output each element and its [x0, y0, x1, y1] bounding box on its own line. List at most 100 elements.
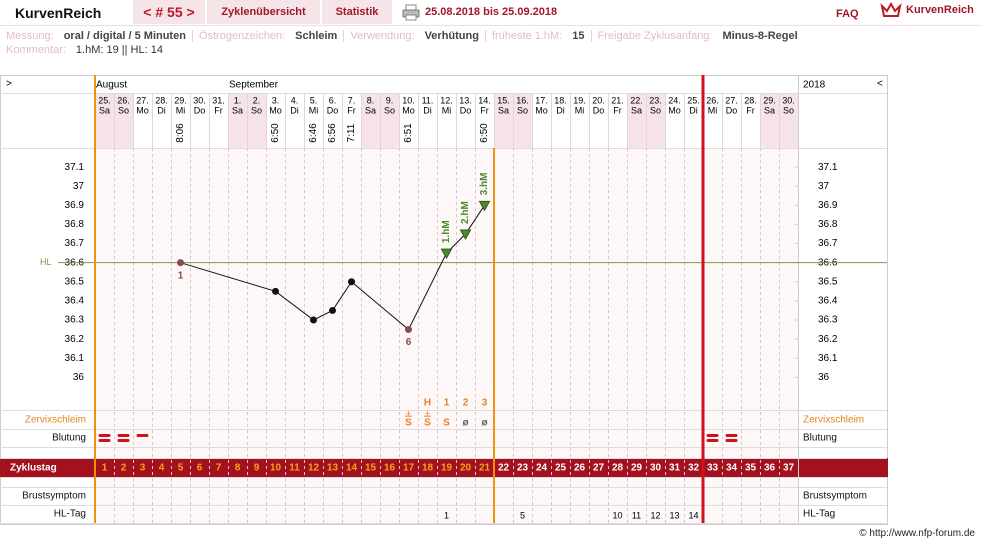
weekday: Di: [556, 105, 565, 115]
weekend-cell: [361, 93, 380, 148]
month: September: [229, 80, 279, 91]
cycle-day: 14: [346, 463, 358, 474]
temperature-point: [405, 326, 412, 334]
row-label-right: HL-Tag: [803, 509, 835, 520]
date: 6.: [329, 95, 337, 105]
cycle-day: 2: [121, 463, 127, 474]
weekday: Sa: [631, 105, 642, 115]
date-range: 25.08.2018 bis 25.09.2018: [425, 6, 558, 18]
cycle-day: 27: [593, 463, 605, 474]
y-tick-label: 36.1: [65, 353, 85, 364]
weekend-cell: [779, 93, 798, 148]
info-label: früheste 1.hM:: [491, 30, 563, 42]
time: 6:46: [308, 123, 319, 143]
time: 6:51: [403, 123, 414, 143]
weekday: So: [517, 105, 528, 115]
cycle-day: 13: [327, 463, 339, 474]
info-item: früheste 1.hM: 15: [484, 30, 591, 42]
weekend-cell: [114, 93, 133, 148]
date: 7.: [348, 95, 356, 105]
nav-left: >: [6, 79, 12, 90]
hm-label: 2.hM: [460, 201, 471, 224]
zervix-plus: +: [406, 408, 411, 418]
weekend-cell: [760, 93, 779, 148]
weekday: Mo: [136, 105, 149, 115]
point-label: 1: [178, 270, 184, 281]
cycle-day: 23: [517, 463, 529, 474]
cycle-day: 36: [764, 463, 776, 474]
temperature-point: [329, 306, 336, 314]
weekday: Sa: [498, 105, 509, 115]
date: 4.: [291, 95, 299, 105]
y-tick-label-right: 36.4: [818, 296, 838, 307]
print-icon[interactable]: [402, 4, 420, 21]
info-value: oral / digital / 5 Minuten: [63, 30, 186, 42]
logo[interactable]: KurvenReich: [15, 5, 102, 21]
hl-day: 1: [444, 510, 449, 520]
row-label-right: Zervixschleim: [803, 415, 864, 426]
cycle-day: 9: [254, 463, 260, 474]
info-label: Verwendung:: [350, 30, 415, 42]
cycle-day: 6: [197, 463, 203, 474]
date: 11.: [422, 95, 434, 105]
row-label: Zervixschleim: [25, 415, 86, 426]
zervix-value: S: [443, 418, 450, 429]
cycle-day: 30: [650, 463, 662, 474]
date: 13.: [459, 95, 472, 105]
weekday: Mo: [269, 105, 282, 115]
date: 10.: [402, 95, 415, 105]
info-item: Freigabe Zyklusanfang: Minus-8-Regel: [590, 30, 804, 42]
top-rule: [0, 25, 981, 26]
cycle-day: 11: [289, 463, 300, 474]
zervix-top: 1: [444, 398, 450, 409]
cycle-nav[interactable]: < # 55 >: [133, 0, 205, 24]
weekend-cell: [513, 93, 532, 148]
tab[interactable]: Statistik: [322, 0, 392, 24]
cycle-day: 7: [216, 463, 222, 474]
date: 31.: [212, 95, 225, 105]
info-value: Minus-8-Regel: [722, 30, 798, 42]
weekday: Mi: [442, 105, 452, 115]
y-tick-label: 36.8: [65, 219, 85, 230]
y-tick-label: 36.4: [65, 296, 85, 307]
bleeding-mark: [725, 439, 738, 442]
hm-marker: [478, 200, 491, 212]
temperature-point: [177, 259, 184, 267]
info-item: Messung: oral / digital / 5 Minuten: [6, 30, 192, 42]
brand[interactable]: KurvenReich: [906, 4, 974, 16]
month: August: [96, 80, 127, 91]
cycle-day: 26: [574, 463, 586, 474]
weekday: Do: [726, 105, 738, 115]
temperature-point: [310, 316, 317, 324]
faq-link[interactable]: FAQ: [836, 8, 859, 20]
zervix-plus: +: [425, 408, 430, 418]
date: 2.: [253, 95, 261, 105]
date: 15.: [497, 95, 510, 105]
cycle-day: 15: [365, 463, 377, 474]
weekend-cell: [228, 93, 247, 148]
date: 18.: [554, 95, 567, 105]
hl-day: 5: [520, 510, 525, 520]
tab[interactable]: Zyklenübersicht: [207, 0, 320, 24]
bleeding-mark: [706, 439, 719, 442]
y-tick-label-right: 37: [818, 181, 830, 192]
weekend-cell: [247, 93, 266, 148]
weekday: Mo: [402, 105, 415, 115]
bleeding-mark: [725, 434, 738, 437]
cycle-day: 34: [726, 463, 738, 474]
y-tick-label-right: 36.1: [818, 353, 838, 364]
weekday: Mi: [176, 105, 186, 115]
weekend-cell: [380, 93, 399, 148]
bleeding-mark: [98, 434, 111, 437]
cycle-day: 21: [479, 463, 491, 474]
cycle-day: 1: [102, 463, 108, 474]
hm-marker: [440, 248, 453, 260]
brand-icon: [880, 2, 902, 17]
y-tick-label: 37.1: [65, 162, 85, 173]
weekday: Mi: [708, 105, 718, 115]
weekday: Fr: [214, 105, 223, 115]
cycle-day: 8: [235, 463, 241, 474]
row-label-right: Blutung: [803, 433, 837, 444]
cycle-day: 17: [403, 463, 415, 474]
zervix-top: 3: [482, 398, 488, 409]
